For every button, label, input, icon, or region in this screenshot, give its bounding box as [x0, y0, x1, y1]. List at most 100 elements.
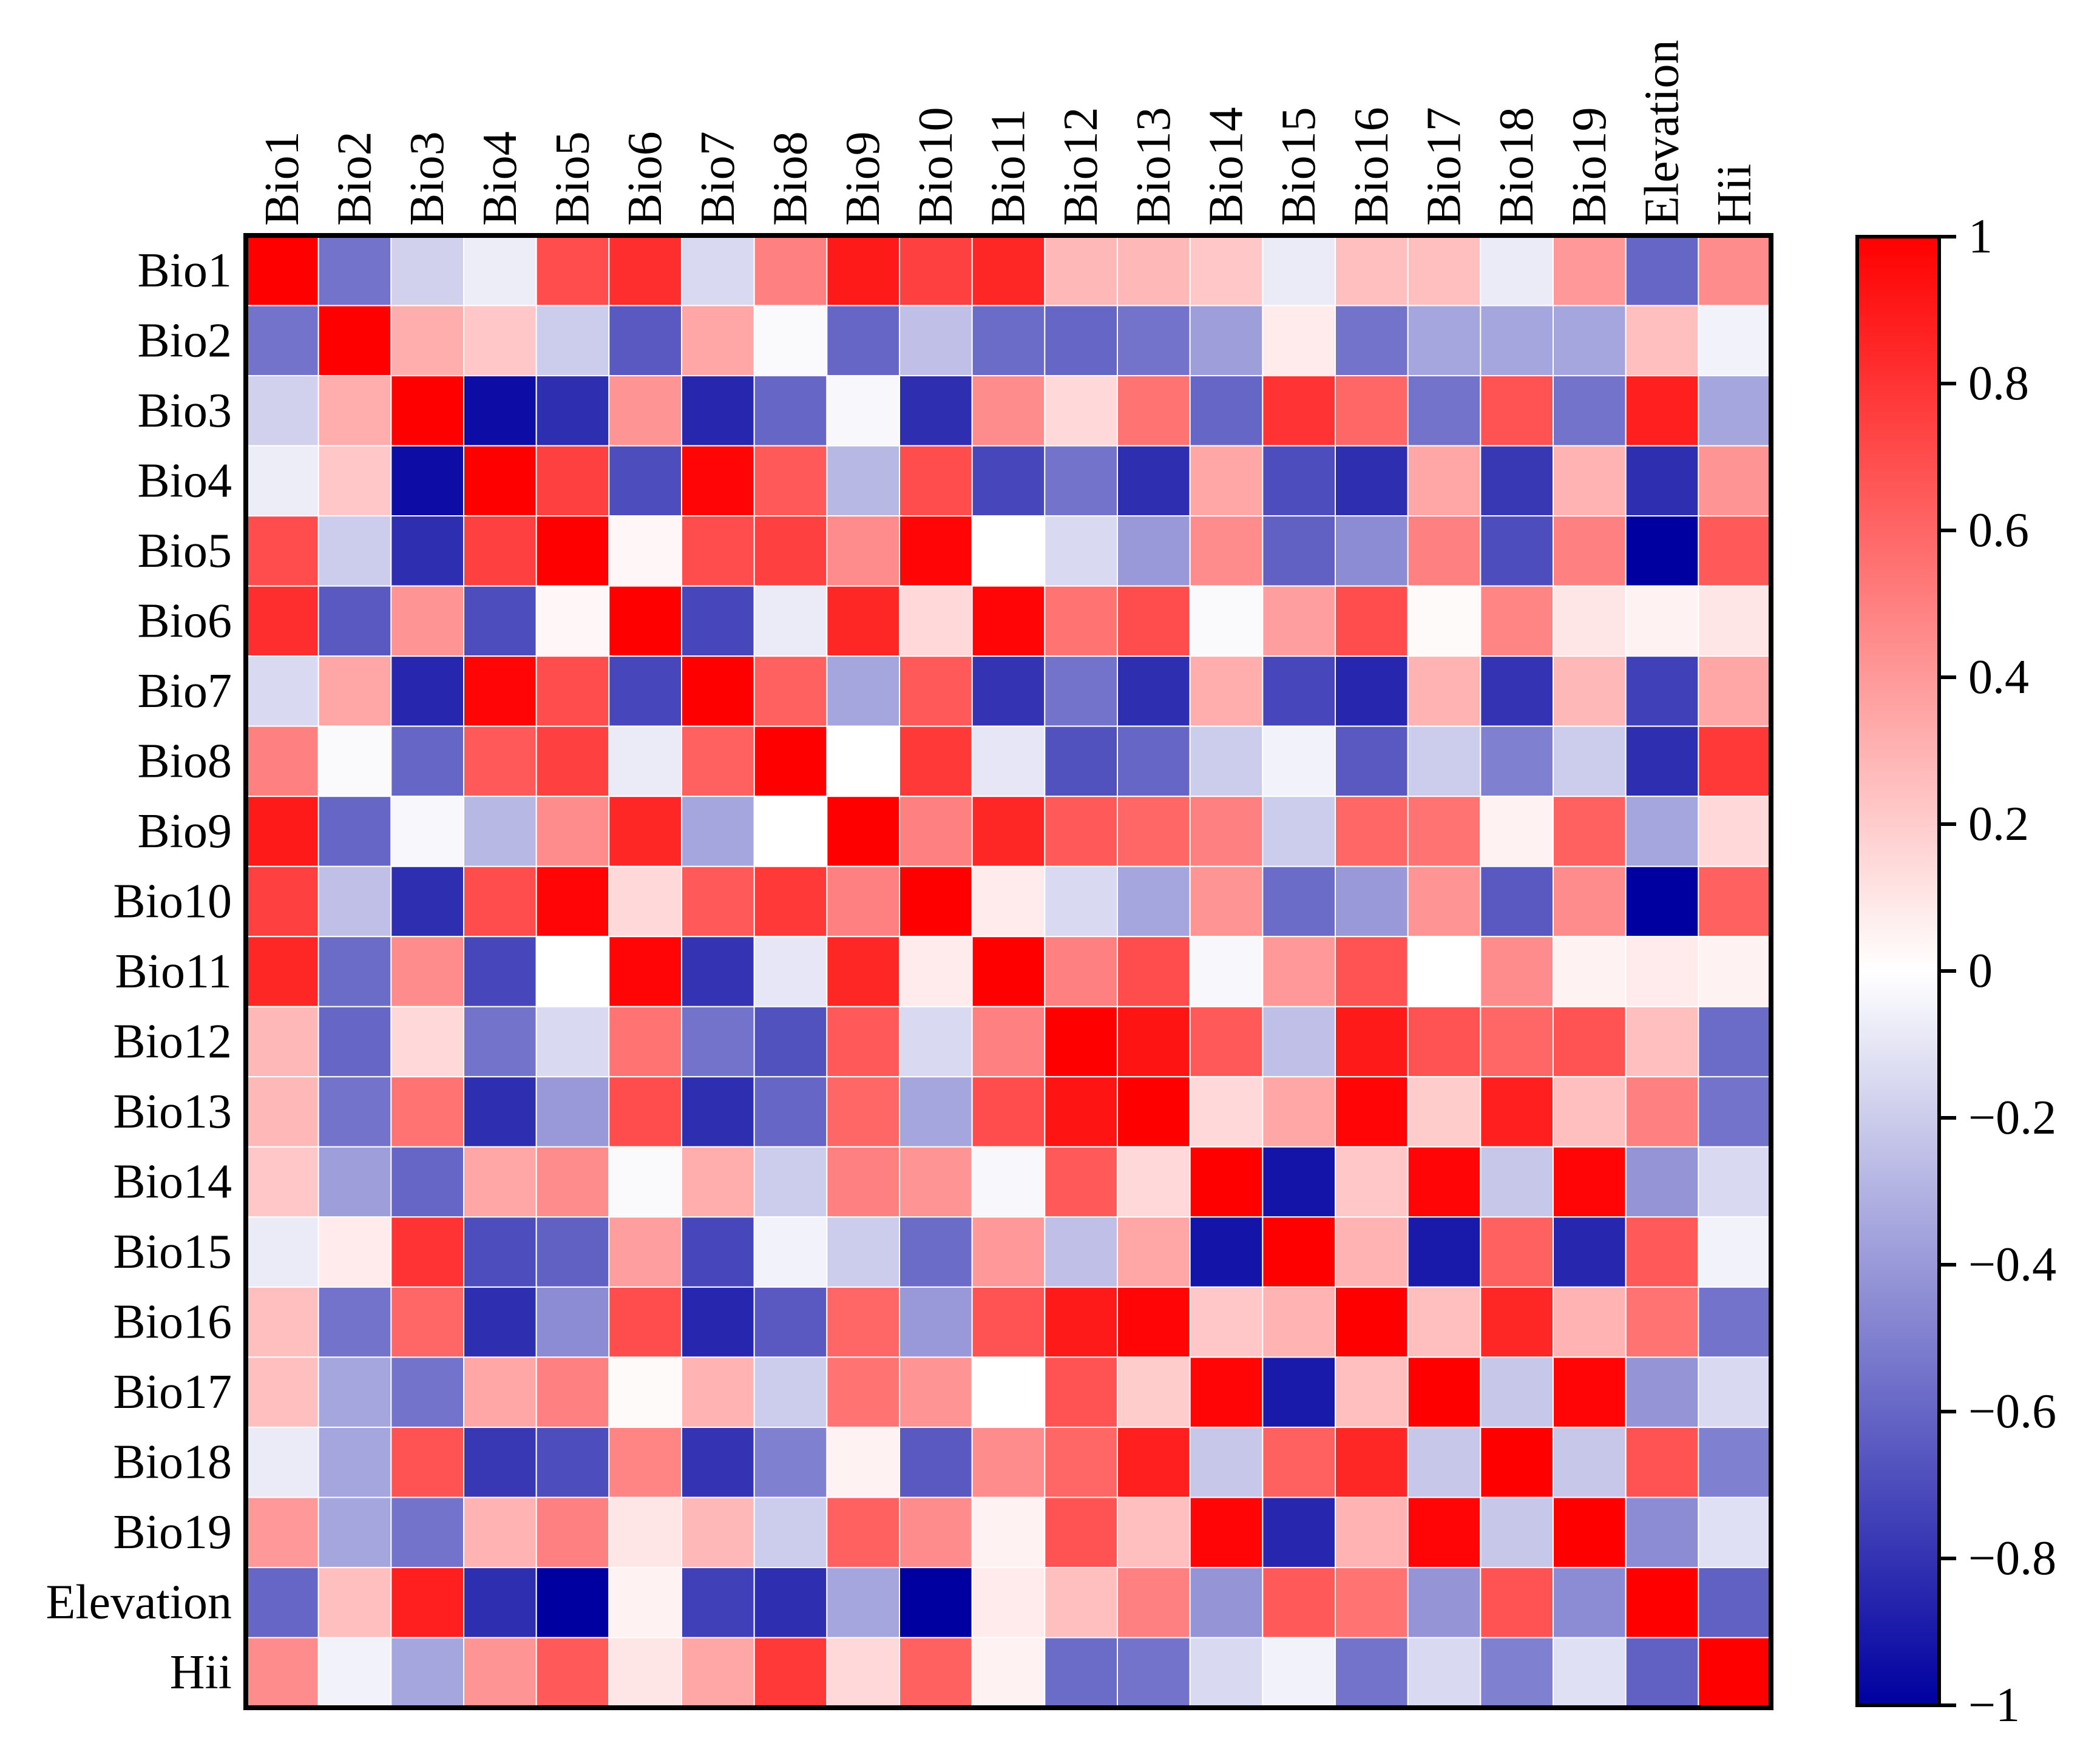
- heatmap-cell-bio4-bio18: [1480, 445, 1554, 517]
- heatmap-cell-bio13-elevation: [1625, 1076, 1699, 1148]
- heatmap-cell-bio7-bio11: [971, 655, 1046, 727]
- x-tick-label-bio3: Bio3: [401, 131, 454, 226]
- heatmap-cell-bio7-bio6: [608, 655, 682, 727]
- x-tick-label-bio19: Bio19: [1563, 107, 1616, 226]
- heatmap-cell-bio18-bio15: [1262, 1426, 1336, 1498]
- y-tick-label-bio17: Bio17: [113, 1365, 232, 1419]
- heatmap-cell-bio14-bio6: [608, 1146, 682, 1218]
- heatmap-cell-bio19-bio13: [1117, 1497, 1191, 1568]
- heatmap-cell-elevation-bio8: [753, 1566, 828, 1639]
- colorbar: 1 0.8 0.6 0.4 0.2 0 −0.2 −0.4 −0.6 −0.8 −1: [1855, 210, 2056, 1732]
- heatmap-cell-bio6-bio11: [971, 585, 1046, 657]
- colorbar-tick-label: 1: [1968, 210, 1993, 263]
- heatmap-cell-bio7-bio4: [463, 655, 537, 727]
- heatmap-cell-bio12-bio10: [899, 1006, 973, 1078]
- heatmap-cell-bio3-bio4: [463, 375, 537, 447]
- heatmap-cell-bio4-bio16: [1335, 445, 1409, 517]
- heatmap-cell-hii-bio11: [971, 1637, 1046, 1708]
- heatmap-cell-bio5-bio4: [463, 515, 537, 587]
- heatmap-cell-bio5-bio6: [608, 515, 682, 587]
- heatmap-cell-elevation-elevation: [1625, 1566, 1699, 1639]
- heatmap-cell-elevation-bio13: [1117, 1566, 1191, 1639]
- heatmap-cell-bio9-hii: [1698, 796, 1772, 867]
- heatmap-cell-bio6-bio19: [1553, 585, 1627, 657]
- heatmap-cell-hii-bio3: [390, 1637, 464, 1708]
- heatmap-cell-bio1-bio5: [535, 235, 610, 306]
- x-tick-label-bio4: Bio4: [473, 131, 527, 226]
- heatmap-cell-bio4-bio11: [971, 445, 1046, 517]
- heatmap-cell-hii-bio12: [1044, 1637, 1119, 1708]
- heatmap-cell-bio5-bio15: [1262, 515, 1336, 587]
- heatmap-cell-bio1-bio6: [608, 235, 682, 306]
- heatmap-cell-bio6-bio13: [1117, 585, 1191, 657]
- heatmap-cell-bio11-bio13: [1117, 936, 1191, 1007]
- heatmap-cell-bio7-bio18: [1480, 655, 1554, 727]
- heatmap-cell-bio12-bio8: [753, 1006, 828, 1078]
- heatmap-cell-bio8-bio13: [1117, 725, 1191, 797]
- heatmap-cell-bio18-bio17: [1407, 1426, 1482, 1498]
- heatmap-cell-bio6-bio4: [463, 585, 537, 657]
- heatmap-cell-bio1-bio14: [1189, 235, 1264, 306]
- heatmap-cell-bio6-bio5: [535, 585, 610, 657]
- heatmap-cell-bio5-bio3: [390, 515, 464, 587]
- colorbar-tick-label: −0.4: [1968, 1238, 2056, 1291]
- heatmap-cell-bio8-bio4: [463, 725, 537, 797]
- heatmap-cell-bio19-bio1: [245, 1497, 319, 1568]
- heatmap-cell-bio6-bio3: [390, 585, 464, 657]
- heatmap-cell-bio3-bio2: [317, 375, 392, 447]
- y-tick-label-bio7: Bio7: [137, 665, 232, 718]
- heatmap-cell-bio5-bio9: [826, 515, 901, 587]
- heatmap-cell-bio10-bio16: [1335, 865, 1409, 938]
- x-tick-label-bio17: Bio17: [1418, 107, 1471, 226]
- heatmap-cell-bio11-bio19: [1553, 936, 1627, 1007]
- heatmap-cell-hii-bio9: [826, 1637, 901, 1708]
- heatmap-cell-bio5-bio7: [681, 515, 755, 587]
- heatmap-cell-bio16-elevation: [1625, 1286, 1699, 1358]
- heatmap-cell-bio18-bio13: [1117, 1426, 1191, 1498]
- heatmap-cell-hii-bio10: [899, 1637, 973, 1708]
- heatmap-cell-bio10-bio1: [245, 865, 319, 938]
- y-tick-label-bio2: Bio2: [137, 314, 232, 367]
- heatmap-cell-bio4-elevation: [1625, 445, 1699, 517]
- heatmap-cell-bio14-elevation: [1625, 1146, 1699, 1218]
- heatmap-cell-bio15-bio11: [971, 1216, 1046, 1288]
- y-tick-label-bio8: Bio8: [137, 734, 232, 788]
- y-tick-label-bio1: Bio1: [137, 244, 232, 297]
- heatmap-cell-bio18-bio18: [1480, 1426, 1554, 1498]
- heatmap-cell-elevation-bio4: [463, 1566, 537, 1639]
- y-tick-label-elevation: Elevation: [46, 1576, 232, 1629]
- heatmap-cell-elevation-bio16: [1335, 1566, 1409, 1639]
- heatmap-cell-bio18-bio11: [971, 1426, 1046, 1498]
- heatmap-cell-bio18-bio14: [1189, 1426, 1264, 1498]
- heatmap-cell-bio11-bio11: [971, 936, 1046, 1007]
- heatmap-cell-bio6-bio1: [245, 585, 319, 657]
- heatmap-cell-bio7-bio7: [681, 655, 755, 727]
- y-tick-label-bio13: Bio13: [113, 1085, 232, 1138]
- heatmap-cell-bio19-bio6: [608, 1497, 682, 1568]
- heatmap-cell-bio16-bio12: [1044, 1286, 1119, 1358]
- heatmap-cell-bio13-bio8: [753, 1076, 828, 1148]
- colorbar-tick-label: −0.6: [1968, 1385, 2056, 1438]
- heatmap-cell-bio7-hii: [1698, 655, 1772, 727]
- heatmap-cell-bio14-bio3: [390, 1146, 464, 1218]
- heatmap-cell-bio5-hii: [1698, 515, 1772, 587]
- heatmap-cell-bio5-bio16: [1335, 515, 1409, 587]
- heatmap-cell-bio11-bio15: [1262, 936, 1336, 1007]
- heatmap-cell-bio8-hii: [1698, 725, 1772, 797]
- heatmap-cell-bio15-bio15: [1262, 1216, 1336, 1288]
- heatmap-cell-bio5-bio13: [1117, 515, 1191, 587]
- heatmap-cell-bio5-bio1: [245, 515, 319, 587]
- y-tick-label-bio18: Bio18: [113, 1436, 232, 1489]
- heatmap-cell-bio19-bio17: [1407, 1497, 1482, 1568]
- heatmap-cell-bio9-bio3: [390, 796, 464, 867]
- heatmap-cell-bio9-bio1: [245, 796, 319, 867]
- heatmap-cell-bio19-hii: [1698, 1497, 1772, 1568]
- heatmap-cell-bio9-bio11: [971, 796, 1046, 867]
- heatmap-cell-bio15-bio17: [1407, 1216, 1482, 1288]
- heatmap-cell-bio13-hii: [1698, 1076, 1772, 1148]
- heatmap-cell-bio3-bio17: [1407, 375, 1482, 447]
- heatmap-cell-bio3-bio8: [753, 375, 828, 447]
- heatmap-cell-bio14-hii: [1698, 1146, 1772, 1218]
- heatmap-cell-bio13-bio17: [1407, 1076, 1482, 1148]
- heatmap-cell-bio1-bio8: [753, 235, 828, 306]
